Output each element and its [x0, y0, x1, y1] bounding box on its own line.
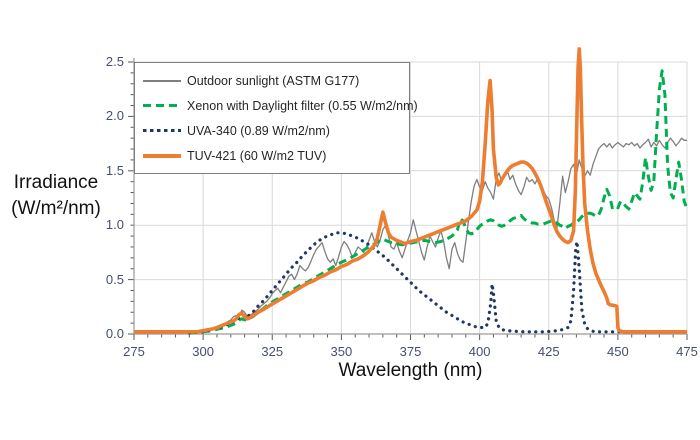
series-sunlight-line: [175, 137, 687, 334]
x-tick-label: 425: [537, 344, 560, 359]
x-tick-label: 375: [399, 344, 422, 359]
legend-line-sample-uva340: [143, 128, 181, 133]
y-axis-title: Irradiance (W/m²/nm): [0, 170, 112, 221]
x-tick-label: 275: [123, 344, 145, 359]
y-tick-label: 2.0: [105, 108, 124, 124]
y-axis-title-line2: (W/m²/nm): [11, 197, 101, 219]
legend-item-uva340: UVA-340 (0.89 W/m2/nm): [143, 124, 401, 138]
legend: Outdoor sunlight (ASTM G177) Xenon with D…: [134, 62, 418, 174]
legend-item-sunlight: Outdoor sunlight (ASTM G177): [143, 74, 401, 88]
legend-line-sample-tuv421: [143, 153, 181, 158]
y-tick-label: 1.0: [105, 217, 124, 233]
legend-label-uva340: UVA-340 (0.89 W/m2/nm): [187, 123, 330, 138]
series-tuv421-line: [134, 47, 687, 334]
legend-label-tuv421: TUV-421 (60 W/m2 TUV): [187, 148, 327, 163]
legend-label-sunlight: Outdoor sunlight (ASTM G177): [187, 73, 360, 88]
y-tick-label: 0.5: [105, 271, 124, 287]
y-tick-label: 2.5: [105, 54, 124, 69]
y-tick-label: 1.5: [105, 162, 124, 178]
legend-line-sample-sunlight: [143, 79, 181, 82]
x-tick-label: 350: [330, 344, 353, 359]
legend-label-xenon: Xenon with Daylight filter (0.55 W/m2/nm…: [187, 98, 418, 113]
y-tick-label: 0.0: [105, 326, 124, 341]
x-tick-label: 475: [676, 344, 698, 359]
y-axis-title-line1: Irradiance: [13, 172, 99, 193]
legend-item-tuv421: TUV-421 (60 W/m2 TUV): [143, 149, 401, 163]
legend-item-xenon: Xenon with Daylight filter (0.55 W/m2/nm…: [143, 99, 418, 113]
x-tick-label: 325: [261, 344, 284, 359]
x-axis-title: Wavelength (nm): [338, 360, 483, 381]
series-xenon-line: [189, 69, 689, 335]
x-tick-label: 450: [607, 344, 629, 359]
series-uva340-line: [187, 231, 626, 335]
x-tick-label: 400: [468, 344, 491, 359]
x-tick-label: 300: [192, 344, 214, 359]
legend-line-sample-xenon: [143, 104, 181, 107]
